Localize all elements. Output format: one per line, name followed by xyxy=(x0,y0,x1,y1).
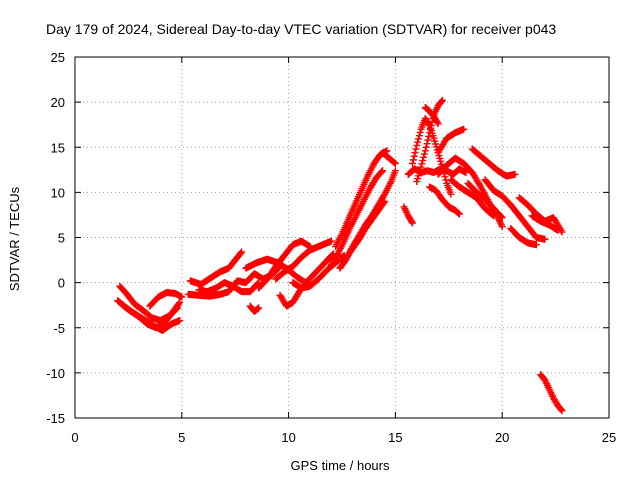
data-point xyxy=(497,213,505,221)
data-point xyxy=(410,152,418,160)
data-point xyxy=(422,143,430,151)
data-point xyxy=(176,298,184,306)
data-point xyxy=(416,128,424,136)
data-point xyxy=(438,97,446,105)
data-point xyxy=(379,167,387,175)
data-point xyxy=(408,219,416,227)
data-point xyxy=(425,132,433,140)
data-point xyxy=(414,138,422,146)
data-point xyxy=(420,150,428,158)
y-tick-label: -5 xyxy=(53,321,65,336)
data-point xyxy=(378,168,386,176)
y-tick-label: -10 xyxy=(46,366,65,381)
y-axis-ticks: -15 -10 -5 0 5 10 15 20 25 xyxy=(46,50,609,426)
data-point xyxy=(381,197,389,205)
data-point xyxy=(490,212,498,220)
y-tick-label: 15 xyxy=(51,140,65,155)
data-point xyxy=(255,304,263,312)
data-point xyxy=(173,305,181,313)
data-point xyxy=(498,214,506,222)
data-point xyxy=(462,169,470,177)
x-tick-label: 20 xyxy=(495,430,509,445)
y-axis-label: SDTVAR / TECUs xyxy=(7,186,22,291)
data-point xyxy=(417,163,425,171)
data-point xyxy=(426,129,434,137)
data-point xyxy=(532,241,540,249)
data-point xyxy=(238,248,246,256)
data-point xyxy=(434,120,442,128)
x-tick-label: 5 xyxy=(178,430,185,445)
data-point xyxy=(418,160,426,168)
data-point xyxy=(237,249,245,257)
x-tick-label: 15 xyxy=(388,430,402,445)
data-point xyxy=(426,125,434,133)
data-point xyxy=(420,153,428,161)
data-point xyxy=(423,140,431,148)
data-point xyxy=(455,209,463,217)
data-point xyxy=(411,149,419,157)
data-point xyxy=(438,96,446,104)
data-point xyxy=(415,132,423,140)
data-point xyxy=(390,159,398,167)
data-point xyxy=(380,199,388,207)
data-point xyxy=(174,304,182,312)
chart-title: Day 179 of 2024, Sidereal Day-to-day VTE… xyxy=(46,21,556,37)
data-point xyxy=(176,317,184,325)
data-point xyxy=(433,118,441,126)
data-point xyxy=(254,305,262,313)
data-point xyxy=(460,125,468,133)
data-point xyxy=(498,223,506,231)
data-point xyxy=(424,136,432,144)
data-point xyxy=(175,300,183,308)
x-axis-label: GPS time / hours xyxy=(291,458,390,473)
data-point xyxy=(558,228,566,236)
data-point xyxy=(557,406,565,414)
data-point xyxy=(489,211,497,219)
data-point xyxy=(391,159,399,167)
x-axis-ticks: 0 5 10 15 20 25 xyxy=(71,57,616,445)
data-point xyxy=(408,218,416,226)
x-tick-label: 25 xyxy=(602,430,616,445)
y-tick-label: 20 xyxy=(51,95,65,110)
data-point xyxy=(391,167,399,175)
data-point xyxy=(419,157,427,165)
data-point xyxy=(412,145,420,153)
x-tick-label: 10 xyxy=(281,430,295,445)
y-tick-label: 25 xyxy=(51,50,65,65)
data-point xyxy=(447,190,455,198)
data-point xyxy=(408,159,416,167)
data-point xyxy=(541,235,549,243)
data-point xyxy=(421,147,429,155)
data-point xyxy=(413,141,421,149)
data-point xyxy=(414,135,422,143)
data-point xyxy=(554,226,562,234)
data-point xyxy=(327,237,335,245)
data-point xyxy=(558,407,566,415)
y-tick-label: 0 xyxy=(58,276,65,291)
y-tick-label: 5 xyxy=(58,231,65,246)
x-tick-label: 0 xyxy=(71,430,78,445)
y-tick-label: 10 xyxy=(51,185,65,200)
y-tick-label: -15 xyxy=(46,411,65,426)
data-point xyxy=(511,170,519,178)
data-points xyxy=(114,96,566,415)
data-point xyxy=(441,173,449,181)
data-point xyxy=(455,210,463,218)
data-point xyxy=(409,156,417,164)
data-point xyxy=(178,293,186,301)
data-point xyxy=(427,122,435,130)
